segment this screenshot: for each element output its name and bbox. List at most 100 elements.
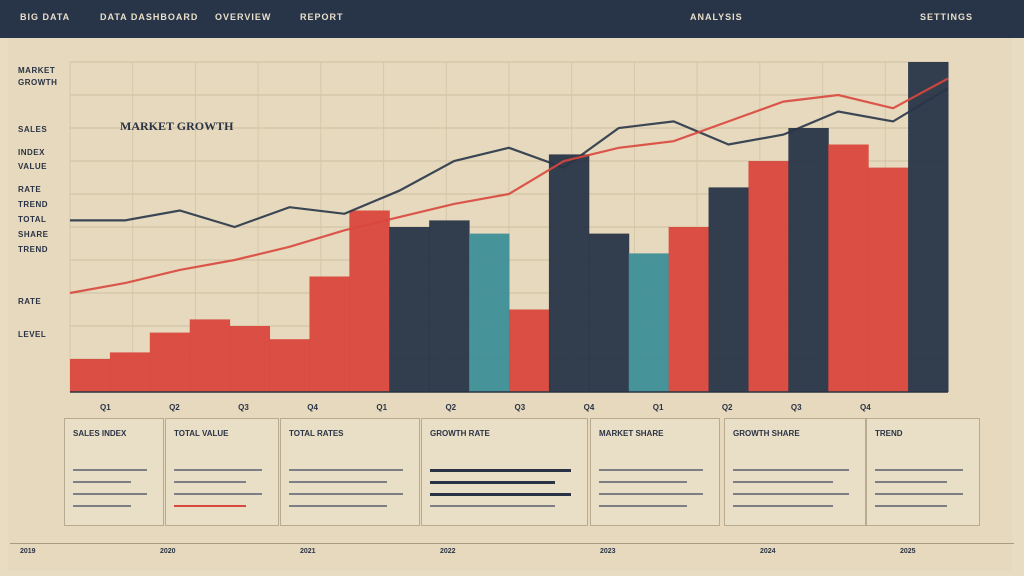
nav-item-settings[interactable]: SETTINGS [920, 12, 974, 22]
tick-label: Q4 [307, 403, 318, 412]
bottom-label: 2024 [760, 548, 776, 555]
nav-item-analysis[interactable]: ANALYSIS [690, 12, 743, 22]
panel-line [174, 493, 262, 495]
bar [189, 319, 231, 392]
tick-label: Q3 [238, 403, 249, 412]
summary-panel[interactable]: MARKET SHARE [590, 418, 720, 526]
bar [109, 352, 151, 392]
nav-item-report[interactable]: REPORT [300, 12, 344, 22]
bar [469, 233, 510, 392]
bar [149, 332, 191, 392]
panel-title: GROWTH SHARE [733, 429, 800, 438]
bar [628, 253, 670, 392]
tick-label: Q2 [169, 403, 180, 412]
sidebar-label: TREND [18, 245, 49, 254]
summary-panel[interactable]: GROWTH SHARE [724, 418, 866, 526]
bar [349, 210, 390, 392]
tick-label: Q1 [652, 403, 664, 412]
bar [269, 339, 310, 392]
tick-label: Q3 [514, 403, 526, 412]
sidebar-label: RATE [18, 297, 42, 306]
tick-label: Q1 [100, 403, 111, 412]
panel-line [174, 505, 246, 507]
panel-line [599, 505, 687, 507]
bar [548, 154, 590, 392]
tick-label: Q1 [376, 403, 388, 412]
summary-panel[interactable]: TOTAL VALUE [165, 418, 279, 526]
bottom-label: 2020 [160, 548, 176, 555]
panel-line [599, 481, 687, 483]
sidebar-label: RATE [18, 185, 42, 194]
sidebar-label: MARKET [18, 66, 56, 75]
bottom-label: 2022 [440, 548, 456, 555]
series-line [69, 77, 949, 295]
bar [828, 144, 869, 392]
panel-line [875, 493, 963, 495]
sidebar-label: SHARE [18, 230, 49, 239]
bar [429, 220, 470, 392]
panel-line [430, 469, 571, 472]
bar [708, 187, 749, 392]
tick-label: Q2 [721, 403, 733, 412]
tick-label: Q4 [583, 403, 595, 412]
panel-line [875, 469, 963, 471]
panel-line [430, 493, 571, 496]
panel-title: TREND [875, 429, 903, 438]
series-line [70, 87, 949, 229]
panel-line [73, 505, 131, 507]
bar [748, 161, 789, 392]
sidebar-label: VALUE [18, 162, 48, 171]
summary-panel[interactable]: TOTAL RATES [280, 418, 420, 526]
panel-line [430, 481, 555, 484]
panel-title: TOTAL RATES [289, 429, 344, 438]
panel-title: TOTAL VALUE [174, 429, 229, 438]
bar [389, 227, 430, 392]
panel-line [875, 505, 947, 507]
bar [868, 167, 909, 392]
summary-panel[interactable]: GROWTH RATE [421, 418, 588, 526]
bar [229, 326, 271, 392]
panel-line [289, 481, 387, 483]
panel-line [73, 493, 147, 495]
panel-line [875, 481, 947, 483]
bar [70, 359, 111, 392]
panel-line [733, 469, 849, 471]
sidebar-label: TOTAL [18, 215, 47, 224]
summary-panel[interactable]: TREND [866, 418, 980, 526]
panel-line [73, 469, 147, 471]
panel-line [73, 481, 131, 483]
nav-item-dashboard[interactable]: DATA DASHBOARD [100, 12, 199, 22]
sidebar-label: SALES [18, 125, 48, 134]
bottom-label: 2023 [600, 548, 616, 555]
bottom-label: 2025 [900, 548, 916, 555]
panel-title: GROWTH RATE [430, 429, 490, 438]
bottom-label: 2021 [300, 548, 316, 555]
app-title: BIG DATA [20, 12, 71, 22]
chart-title: MARKET GROWTH [120, 119, 234, 133]
panel-line [174, 469, 262, 471]
panel-title: MARKET SHARE [599, 429, 664, 438]
panel-line [289, 493, 403, 495]
tick-label: Q4 [860, 403, 871, 412]
sidebar-label: INDEX [18, 148, 45, 157]
bottom-rule [10, 543, 1014, 544]
panel-line [733, 505, 833, 507]
panel-line [599, 469, 703, 471]
bar [509, 309, 550, 392]
top-bar: BIG DATA DATA DASHBOARD OVERVIEW REPORT … [0, 0, 1024, 38]
sidebar-label: GROWTH [18, 78, 58, 87]
summary-panel[interactable]: SALES INDEX [64, 418, 164, 526]
panel-line [174, 481, 246, 483]
bar [788, 128, 829, 392]
bar [588, 233, 630, 392]
bottom-label: 2019 [20, 548, 36, 555]
tick-label: Q3 [790, 403, 802, 412]
panel-line [289, 505, 387, 507]
sidebar-label: LEVEL [18, 330, 47, 339]
panel-title: SALES INDEX [73, 429, 127, 438]
panel-line [733, 481, 833, 483]
nav-item-overview[interactable]: OVERVIEW [215, 12, 272, 22]
panel-line [289, 469, 403, 471]
bar [668, 227, 710, 392]
